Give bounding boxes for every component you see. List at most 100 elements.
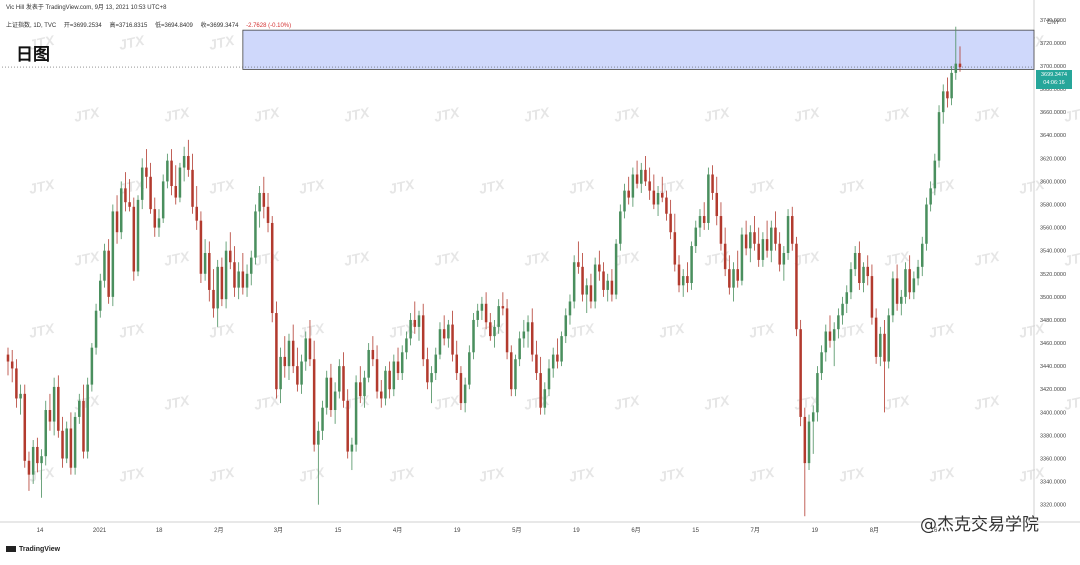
candle-body xyxy=(405,338,408,353)
candle-body xyxy=(245,273,249,288)
candle-body xyxy=(145,167,148,177)
watermark-text: JTX xyxy=(792,248,822,269)
watermark-text: JTX xyxy=(207,176,237,197)
x-tick-label: 5月 xyxy=(512,527,521,534)
candle-body xyxy=(266,206,270,223)
candle-body xyxy=(510,352,513,390)
candle-body xyxy=(73,416,77,468)
author-credit: @杰克交易学院 xyxy=(920,515,1039,535)
watermark-text: JTX xyxy=(342,104,372,125)
watermark-text: JTX xyxy=(387,176,417,197)
watermark-text: JTX xyxy=(972,392,1002,413)
candle-body xyxy=(149,176,152,210)
candle-body xyxy=(124,188,127,203)
watermark-text: JTX xyxy=(747,320,777,341)
candle-body xyxy=(480,303,484,311)
candle-body xyxy=(216,266,219,309)
watermark-text: JTX xyxy=(252,392,282,413)
candle-body xyxy=(807,421,811,464)
candle-body xyxy=(610,280,614,295)
x-tick-label: 19 xyxy=(573,528,580,534)
candle-body xyxy=(539,373,542,408)
x-tick-label: 3月 xyxy=(274,527,283,534)
candle-body xyxy=(866,266,869,277)
y-tick-label: 3320.0000 xyxy=(1040,503,1066,509)
candle-body xyxy=(715,192,719,217)
y-tick-label: 3520.0000 xyxy=(1040,272,1066,278)
watermark-text: JTX xyxy=(567,176,597,197)
candle-body xyxy=(191,169,194,207)
candle-body xyxy=(61,430,64,459)
y-tick-label: 3440.0000 xyxy=(1040,364,1066,370)
candle-body xyxy=(749,232,752,249)
candle-body xyxy=(681,276,685,286)
candle-body xyxy=(673,232,677,265)
candle-body xyxy=(321,407,324,431)
candle-body xyxy=(27,460,31,475)
candle-body xyxy=(270,222,274,314)
watermark-text: JTX xyxy=(207,32,237,53)
candle-body xyxy=(719,216,723,244)
candle-body xyxy=(44,410,48,457)
candle-body xyxy=(384,370,387,399)
candle-body xyxy=(648,181,651,191)
watermark-text: JTX xyxy=(387,320,417,341)
x-tick-label: 16 xyxy=(931,528,938,534)
candle-body xyxy=(438,329,442,355)
candle-body xyxy=(48,410,52,422)
candle-body xyxy=(312,359,316,445)
last-price: 3699.3474 xyxy=(1041,72,1067,78)
x-tick-label: 15 xyxy=(335,528,342,534)
watermark-text: JTX xyxy=(162,104,192,125)
candle-body xyxy=(275,313,278,390)
open-value: 开=3699.2534 xyxy=(63,23,102,29)
watermark-text: JTX xyxy=(702,392,732,413)
candle-body xyxy=(36,446,39,464)
candle-body xyxy=(132,206,136,272)
candle-body xyxy=(933,160,937,189)
candle-body xyxy=(862,266,865,284)
symbol-label[interactable]: 上证指数, 1D, TVC xyxy=(6,23,57,29)
candle-body xyxy=(497,306,500,327)
candle-body xyxy=(237,271,240,288)
candle-body xyxy=(300,361,303,385)
candle-body xyxy=(870,276,874,318)
candle-body xyxy=(279,356,282,390)
candle-body xyxy=(786,216,790,253)
candle-body xyxy=(774,227,777,244)
candle-body xyxy=(296,366,299,385)
candle-body xyxy=(90,347,94,385)
y-tick-label: 3600.0000 xyxy=(1040,179,1066,185)
y-tick-label: 3420.0000 xyxy=(1040,387,1066,393)
candle-body xyxy=(501,306,505,309)
candle-body xyxy=(946,91,949,99)
candle-body xyxy=(153,209,157,228)
tradingview-logo[interactable]: TradingView xyxy=(6,546,60,553)
bar-countdown: 04:06:16 xyxy=(1043,80,1065,86)
candle-body xyxy=(187,156,190,170)
candle-body xyxy=(224,250,228,300)
candle-body xyxy=(816,373,819,413)
candle-body xyxy=(698,216,702,228)
watermark-text: JTX xyxy=(27,32,57,53)
watermark-text: JTX xyxy=(1017,320,1047,341)
watermark-text: JTX xyxy=(657,176,687,197)
candle-body xyxy=(212,289,215,309)
x-tick-label: 7月 xyxy=(751,527,760,534)
watermark-text: JTX xyxy=(1062,392,1080,413)
watermark-text: JTX xyxy=(567,320,597,341)
candle-body xyxy=(157,218,161,228)
watermark-text: JTX xyxy=(837,464,867,485)
watermark-text: JTX xyxy=(477,320,507,341)
candle-body xyxy=(375,359,379,392)
x-tick-label: 18 xyxy=(156,528,163,534)
watermark-text: JTX xyxy=(117,32,147,53)
close-value: 收=3699.3474 xyxy=(200,23,239,29)
watermark-text: JTX xyxy=(612,248,642,269)
candle-body xyxy=(740,234,744,281)
candle-body xyxy=(958,63,962,68)
currency-label: CNY xyxy=(1047,20,1060,26)
watermark-text: JTX xyxy=(657,464,687,485)
candle-body xyxy=(254,211,257,258)
watermark-text: JTX xyxy=(72,104,102,125)
